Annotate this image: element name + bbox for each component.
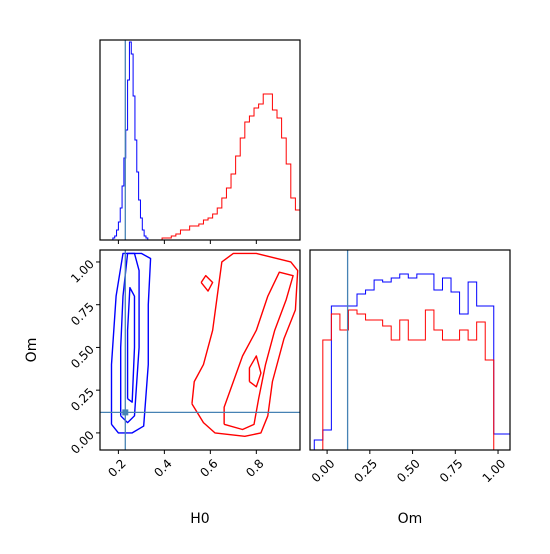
contour-xtick-label: 0.4 xyxy=(151,456,174,479)
contour-ytick-label: 1.00 xyxy=(68,257,97,286)
h0-histogram-frame xyxy=(99,39,301,241)
contour-ytick-label: 0.25 xyxy=(68,385,97,414)
red-h0-histogram xyxy=(157,93,301,241)
blue-contour-line xyxy=(126,286,136,403)
truth-marker xyxy=(122,409,129,416)
om-hist-xtick-label: 1.00 xyxy=(480,456,509,485)
red-contour-line xyxy=(191,252,299,438)
h0-histogram-panel xyxy=(99,39,301,244)
red-om-histogram xyxy=(314,309,503,451)
om-histogram-frame xyxy=(309,249,511,451)
y-axis-label-om: Om xyxy=(24,338,40,363)
blue-contour-line xyxy=(119,252,140,424)
blue-contour-line xyxy=(110,252,152,434)
red-contour-line xyxy=(200,274,214,292)
contour-ytick-label: 0.00 xyxy=(68,428,97,457)
om-hist-xtick-label: 0.00 xyxy=(309,456,338,485)
om-histogram-panel: 0.00 0.25 0.50 0.75 1.00 xyxy=(309,249,511,485)
contour-frame xyxy=(99,249,301,451)
x-axis-label-h0: H0 xyxy=(190,511,209,527)
blue-h0-histogram xyxy=(112,41,149,240)
red-contour-line xyxy=(248,355,262,388)
red-contour-line xyxy=(223,271,294,431)
om-hist-xtick-label: 0.50 xyxy=(394,456,423,485)
x-axis-label-om: Om xyxy=(398,511,423,527)
contour-ytick-label: 0.75 xyxy=(68,300,97,329)
blue-om-histogram xyxy=(313,273,511,450)
contour-ytick-label: 0.50 xyxy=(68,342,97,371)
om-hist-xtick-label: 0.75 xyxy=(437,456,466,485)
contour-xtick-label: 0.6 xyxy=(197,456,220,479)
h0-om-contour-panel: 0.2 0.4 0.6 0.8 0.00 0.25 0.50 0.75 1.00 xyxy=(68,249,301,480)
om-hist-xtick-label: 0.25 xyxy=(351,456,380,485)
contour-xtick-label: 0.8 xyxy=(243,456,266,479)
contour-xtick-label: 0.2 xyxy=(105,456,128,479)
